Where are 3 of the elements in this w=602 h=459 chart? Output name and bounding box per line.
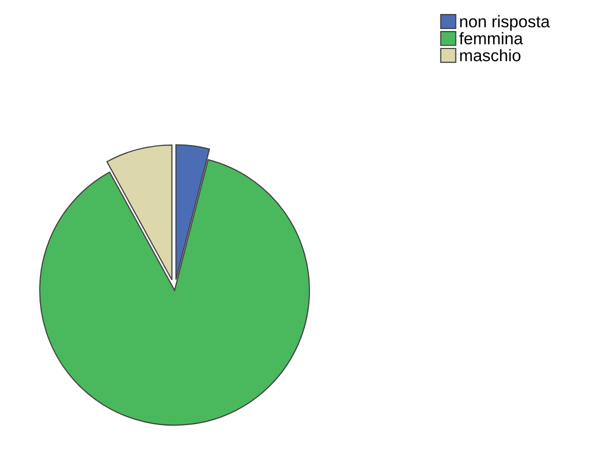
legend-label: non risposta: [460, 15, 550, 31]
legend-label: femmina: [459, 32, 523, 44]
legend-label: maschio: [460, 49, 520, 62]
